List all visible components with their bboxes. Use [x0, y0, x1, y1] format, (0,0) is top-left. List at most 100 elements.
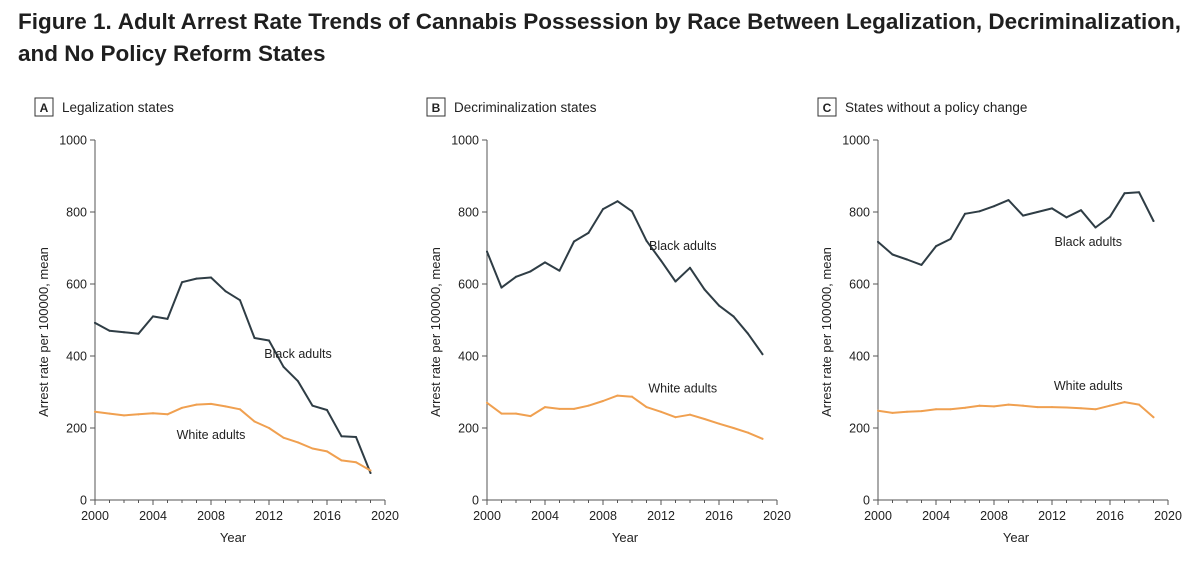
y-tick-label: 600	[458, 278, 479, 292]
data-point-black-adults	[224, 290, 227, 293]
data-point-black-adults	[311, 404, 314, 407]
y-tick-label: 600	[849, 278, 870, 292]
data-point-white-adults	[703, 418, 706, 420]
data-point-black-adults	[949, 238, 952, 240]
x-tick-label: 2016	[1096, 509, 1124, 523]
x-tick-label: 2016	[313, 509, 341, 523]
panel-letter: A	[40, 101, 49, 115]
data-point-white-adults	[949, 408, 952, 411]
y-tick-label: 200	[849, 422, 870, 436]
data-point-white-adults	[123, 414, 125, 417]
x-tick-label: 2008	[589, 509, 617, 523]
data-point-black-adults	[152, 315, 154, 318]
data-point-black-adults	[920, 263, 923, 266]
x-tick-label: 2020	[371, 509, 399, 523]
panel-letter-box	[817, 97, 837, 117]
data-point-black-adults	[1080, 209, 1082, 212]
chart-panel-b: B Decriminalization states 0 200 400 600 800 10…	[426, 97, 791, 545]
data-point-white-adults	[993, 405, 995, 408]
data-point-white-adults	[108, 412, 111, 415]
data-point-black-adults	[340, 435, 343, 438]
data-point-black-adults	[123, 331, 125, 334]
data-point-black-adults	[1094, 226, 1097, 229]
x-tick-label: 2016	[705, 509, 733, 523]
data-point-white-adults	[645, 406, 648, 409]
data-point-black-adults	[1109, 215, 1111, 218]
y-axis-label: Arrest rate per 100000, mean	[819, 247, 834, 417]
series-line-black-adults	[877, 191, 1155, 266]
x-tick-label: 2020	[1154, 509, 1182, 523]
panel-title: Legalization states	[62, 100, 174, 115]
data-point-white-adults	[1138, 403, 1140, 406]
data-point-white-adults	[674, 416, 677, 419]
data-point-black-adults	[166, 317, 169, 320]
data-point-white-adults	[906, 410, 908, 413]
y-tick-label: 200	[458, 422, 479, 436]
x-tick-label: 2012	[1038, 509, 1066, 523]
data-point-white-adults	[877, 409, 879, 412]
data-point-white-adults	[920, 410, 923, 413]
series-label-black-adults: Black adults	[1055, 235, 1122, 249]
data-point-black-adults	[486, 250, 488, 253]
data-point-white-adults	[486, 401, 488, 404]
data-point-white-adults	[602, 400, 604, 402]
y-tick-label: 400	[849, 350, 870, 364]
data-point-black-adults	[515, 275, 517, 278]
data-point-black-adults	[239, 299, 241, 302]
x-tick-label: 2000	[473, 509, 501, 523]
data-point-white-adults	[166, 413, 169, 416]
x-tick-label: 2012	[255, 509, 283, 523]
panel-letter-box	[34, 97, 54, 117]
data-point-black-adults	[500, 286, 503, 289]
data-point-black-adults	[355, 436, 357, 438]
data-point-white-adults	[558, 407, 561, 410]
data-point-black-adults	[906, 258, 908, 261]
data-point-black-adults	[1036, 211, 1039, 213]
data-point-black-adults	[108, 329, 111, 332]
series-line-white-adults	[94, 402, 372, 472]
data-point-black-adults	[1138, 191, 1140, 194]
data-point-white-adults	[1152, 416, 1155, 419]
data-point-white-adults	[181, 406, 183, 409]
data-point-white-adults	[311, 447, 314, 450]
data-point-black-adults	[1051, 207, 1053, 210]
data-point-black-adults	[558, 269, 561, 272]
series-line-white-adults	[877, 401, 1155, 419]
y-tick-label: 800	[66, 206, 87, 220]
data-point-white-adults	[1123, 401, 1126, 404]
data-point-black-adults	[964, 212, 966, 215]
x-tick-label: 2008	[980, 509, 1008, 523]
data-point-white-adults	[1007, 403, 1010, 406]
data-point-white-adults	[500, 412, 503, 415]
data-point-white-adults	[978, 404, 981, 407]
data-point-black-adults	[718, 304, 720, 307]
data-point-black-adults	[137, 332, 140, 335]
data-point-white-adults	[747, 431, 749, 434]
data-point-black-adults	[1123, 192, 1126, 195]
data-point-black-adults	[674, 280, 677, 283]
data-point-white-adults	[1109, 404, 1111, 407]
data-point-black-adults	[993, 205, 995, 208]
y-tick-label: 1000	[842, 134, 870, 148]
data-point-white-adults	[340, 459, 343, 462]
data-point-black-adults	[369, 472, 372, 474]
data-point-black-adults	[297, 380, 299, 383]
x-tick-label: 2004	[139, 509, 167, 523]
data-point-black-adults	[1022, 214, 1024, 217]
panel-title: Decriminalization states	[454, 100, 597, 115]
data-point-black-adults	[573, 240, 575, 243]
chart-panel-c: C States without a policy change 0 200 400 60…	[817, 97, 1182, 545]
figure-label: Figure 1.	[18, 9, 112, 34]
data-point-black-adults	[935, 245, 937, 248]
data-point-white-adults	[1065, 406, 1068, 409]
data-point-white-adults	[660, 410, 662, 413]
data-point-white-adults	[239, 408, 241, 411]
data-point-black-adults	[978, 210, 981, 213]
data-point-white-adults	[529, 415, 532, 418]
data-point-black-adults	[1065, 216, 1068, 219]
data-point-black-adults	[1152, 220, 1155, 222]
data-point-white-adults	[282, 436, 285, 439]
data-point-white-adults	[891, 411, 894, 414]
y-tick-label: 800	[849, 206, 870, 220]
data-point-white-adults	[689, 413, 691, 416]
